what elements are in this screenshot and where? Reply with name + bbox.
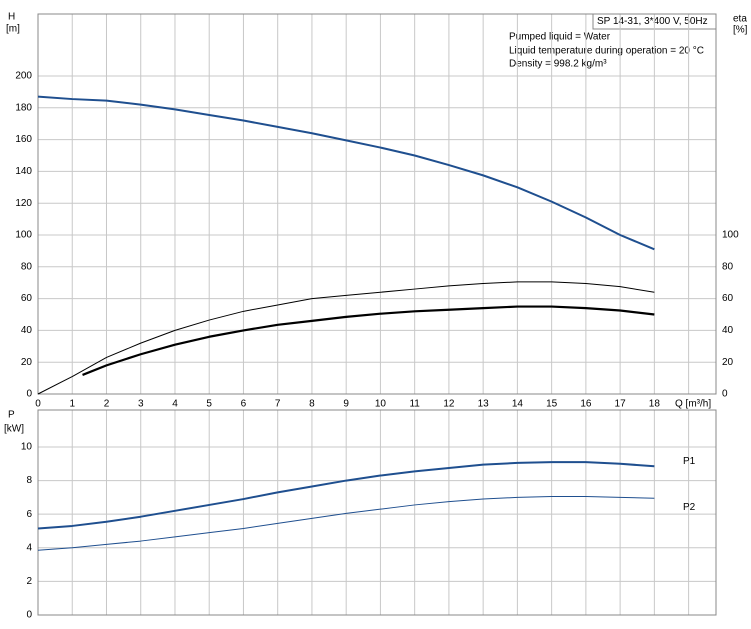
x-label: Q [m³/h] [675,399,711,410]
x-tick-label: 5 [206,399,212,410]
x-tick-label: 2 [104,399,110,410]
y-label: H [8,12,15,23]
y2-tick-label: 60 [722,293,734,304]
y2-tick-label: 80 [722,261,734,272]
x-tick-label: 13 [478,399,490,410]
x-tick-label: 8 [309,399,315,410]
curve [37,461,655,530]
plot-frame [37,409,717,616]
x-tick-label: 15 [546,399,558,410]
y-tick-label: 100 [15,230,32,241]
x-tick-label: 1 [69,399,75,410]
y-tick-label: 8 [26,475,32,486]
y-label: P [8,410,15,421]
x-tick-label: 0 [35,399,41,410]
x-tick-label: 12 [443,399,455,410]
y-tick-label: 0 [26,610,32,621]
y-tick-label: 140 [15,166,32,177]
annotation: Liquid temperature during operation = 20… [509,46,704,57]
x-tick-label: 16 [580,399,592,410]
y2-tick-label: 20 [722,357,734,368]
curve [37,95,655,251]
curve [82,305,655,376]
y-tick-label: 0 [26,389,32,400]
y2-tick-label: 100 [722,230,739,241]
annotation: Pumped liquid = Water [509,32,611,43]
y-tick-label: 60 [21,293,33,304]
x-tick-label: 10 [375,399,387,410]
x-tick-label: 14 [512,399,524,410]
y-tick-label: 4 [26,542,32,553]
y-tick-label: 10 [21,442,33,453]
curve [37,496,655,551]
y-tick-label: 40 [21,325,33,336]
x-tick-label: 9 [343,399,349,410]
y-tick-label: 20 [21,357,33,368]
series-label: P2 [683,502,696,513]
x-tick-label: 3 [138,399,144,410]
y-tick-label: 6 [26,509,32,520]
y2-tick-label: 0 [722,389,728,400]
y-tick-label: 200 [15,71,32,82]
y2-tick-label: 40 [722,325,734,336]
series-label: P1 [683,456,696,467]
x-tick-label: 6 [241,399,247,410]
x-tick-label: 4 [172,399,178,410]
curve [37,281,655,395]
x-tick-label: 17 [615,399,627,410]
y2-label: [%] [733,25,748,36]
y2-label: eta [733,14,747,25]
y-tick-label: 2 [26,576,32,587]
y-tick-label: 80 [21,261,33,272]
x-tick-label: 7 [275,399,281,410]
x-tick-label: 11 [409,399,420,410]
y-tick-label: 120 [15,198,32,209]
y-label: [kW] [4,424,24,435]
plot-frame [37,13,717,395]
x-tick-label: 18 [649,399,661,410]
y-tick-label: 160 [15,134,32,145]
annotation: Density = 998.2 kg/m³ [509,59,607,70]
y-tick-label: 180 [15,102,32,113]
y-label: [m] [6,24,20,35]
info: SP 14-31, 3*400 V, 50Hz [597,16,708,27]
